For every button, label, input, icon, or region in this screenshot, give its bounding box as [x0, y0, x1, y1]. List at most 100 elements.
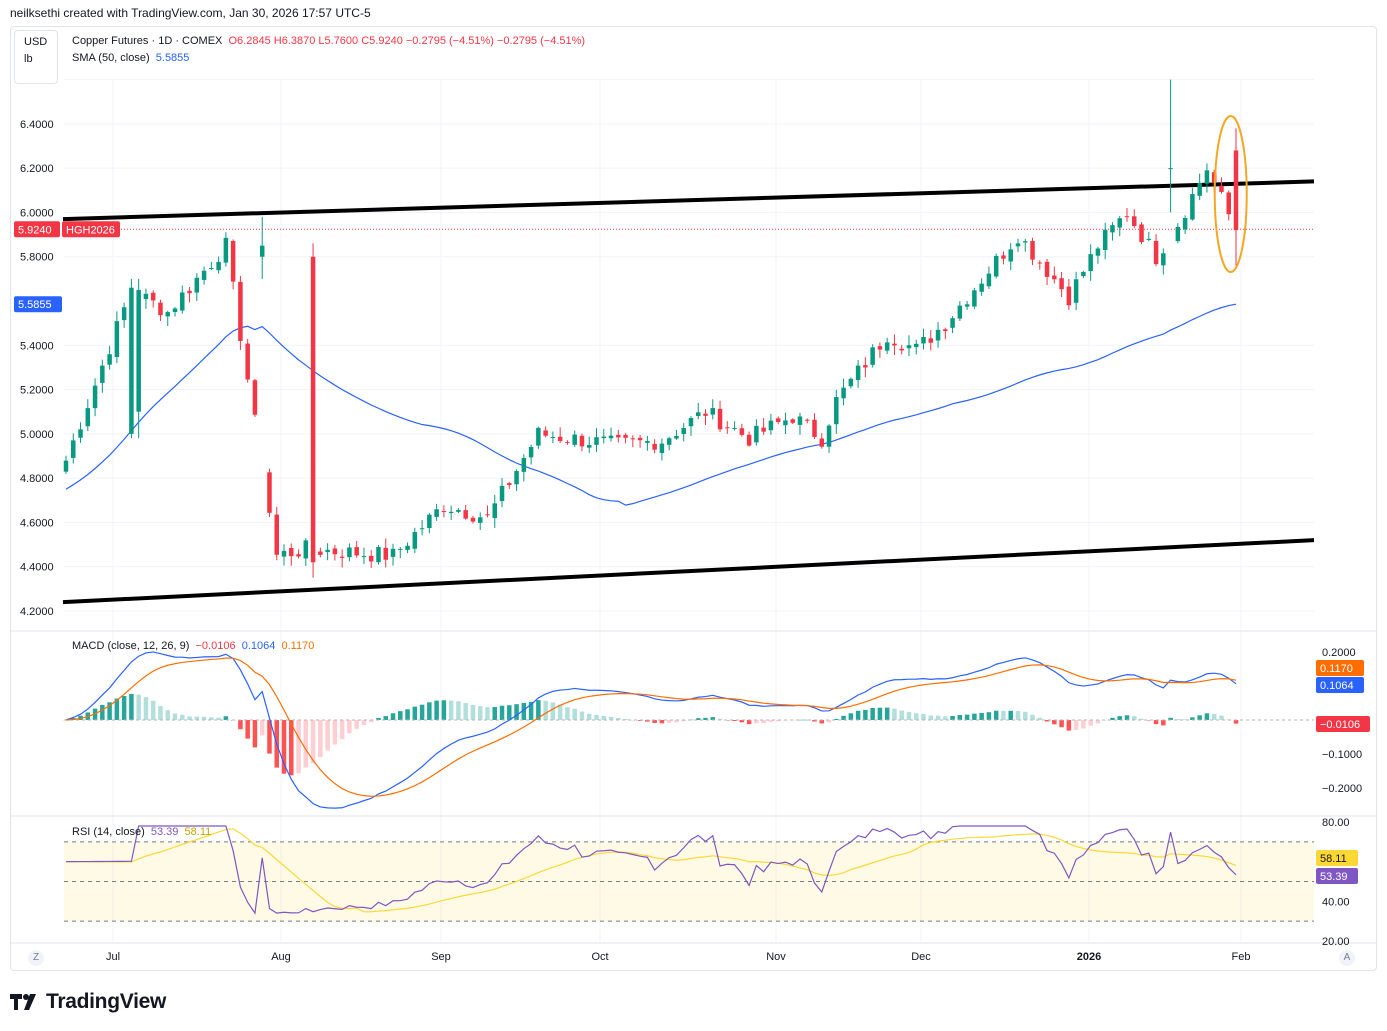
candle-body [826, 425, 832, 447]
macd-histogram-bar [470, 705, 476, 720]
candle-body [303, 540, 309, 559]
macd-histogram-bar [1161, 720, 1166, 726]
candle-body [165, 312, 170, 317]
macd-histogram-bar [1081, 720, 1086, 729]
candle-body [630, 438, 636, 440]
macd-signal-tag: 0.1170 [1320, 663, 1353, 675]
macd-histogram-bar [892, 708, 897, 720]
macd-hist-tag-bg [1316, 716, 1370, 732]
rsi-ma-tag-bg [1316, 850, 1358, 866]
candle-body [623, 434, 628, 438]
macd-histogram-bar [608, 716, 614, 720]
candle-body [928, 338, 934, 343]
macd-histogram-bar [405, 709, 410, 720]
macd-histogram-bar [565, 707, 570, 720]
macd-histogram-bar [601, 715, 607, 720]
macd-label[interactable]: MACD (close, 12, 26, 9) [72, 640, 190, 652]
macd-histogram-bar [136, 694, 141, 720]
macd-histogram-bar [855, 710, 861, 720]
macd-histogram-bar [1190, 717, 1195, 720]
macd-histogram-bar [1102, 720, 1108, 721]
macd-histogram-bar [1095, 720, 1101, 724]
macd-histogram-bar [419, 704, 425, 720]
macd-histogram-bar [616, 717, 621, 720]
candle-body [812, 419, 817, 437]
candle-body [318, 551, 323, 555]
macd-legend: MACD (close, 12, 26, 9) −0.0106 0.1064 0… [72, 640, 314, 652]
candle-body [209, 267, 214, 269]
macd-histogram-bar [964, 714, 970, 720]
rsi-legend: RSI (14, close) 53.39 58.11 [72, 826, 211, 838]
macd-histogram-bar [318, 720, 323, 758]
candle-body [899, 348, 904, 351]
macd-histogram-bar [826, 720, 832, 723]
candle-body [1073, 279, 1079, 303]
candle-body [1081, 271, 1086, 277]
macd-histogram-bar [194, 716, 200, 720]
price-tick-label: 5.8000 [20, 252, 54, 264]
macd-histogram-bar [1197, 715, 1202, 720]
zoom-button[interactable]: Z [28, 950, 44, 966]
candle-body [884, 342, 890, 351]
candle-body [921, 336, 926, 344]
candle-body [986, 273, 992, 287]
candle-body [579, 435, 585, 447]
candle-body [325, 549, 330, 553]
macd-histogram-bar [819, 720, 825, 724]
rsi-tag-bg [1316, 868, 1358, 884]
unit-selector[interactable]: USD lb [14, 30, 58, 84]
macd-histogram-bar [1233, 720, 1239, 724]
auto-scale-button[interactable]: A [1339, 950, 1355, 966]
macd-histogram-bar [877, 707, 883, 720]
main-legend: Copper Futures · 1D · COMEX O6.2845 H6.3… [72, 35, 585, 47]
highlight-ellipse [1213, 115, 1248, 273]
trendline-upper [62, 179, 1315, 222]
candle-body [201, 270, 207, 280]
candle-body [746, 434, 752, 446]
macd-histogram-bar [463, 703, 468, 720]
macd-histogram-bar [1124, 715, 1130, 720]
candle-body [703, 413, 708, 416]
candle-body [1146, 238, 1152, 240]
macd-histogram-bar [303, 720, 309, 768]
candle-body [361, 556, 367, 558]
macd-histogram-bar [972, 713, 977, 720]
candle-body [1015, 243, 1021, 247]
candle-body [775, 418, 781, 422]
rsi-label[interactable]: RSI (14, close) [72, 826, 145, 838]
macd-histogram-bar [368, 720, 374, 723]
currency-label[interactable]: USD [24, 36, 48, 48]
macd-histogram-bar [121, 696, 127, 720]
candle-body [85, 408, 91, 427]
unit-label[interactable]: lb [24, 53, 33, 65]
candle-body [492, 503, 498, 519]
candle-body [659, 443, 665, 453]
rsi-tick-label: 20.00 [1322, 936, 1350, 948]
macd-histogram-bar [979, 712, 984, 720]
sma-tag: 5.5855 [18, 299, 52, 311]
candle-body [797, 416, 803, 425]
sma-label[interactable]: SMA (50, close) [72, 52, 150, 64]
candle-body [180, 292, 185, 311]
candle-body [354, 547, 359, 556]
candle-body [943, 329, 948, 332]
candle-body [100, 365, 105, 383]
candle-body [143, 293, 149, 300]
macd-histogram-bar [361, 720, 367, 725]
candle-body [1226, 192, 1231, 215]
symbol-title[interactable]: Copper Futures · 1D · COMEX [72, 35, 223, 47]
chart-attribution: neilksethi created with TradingView.com,… [10, 6, 371, 20]
candle-body [274, 514, 279, 555]
candle-body [1197, 183, 1202, 196]
price-tags: 5.9240 HGH2026 5.5855 0.1170 0.1064 −0.0106 58… [14, 221, 1370, 884]
macd-line [65, 651, 1237, 809]
candle-body [499, 485, 505, 502]
macd-histogram-bar [841, 715, 846, 720]
candle-body [1023, 241, 1028, 243]
candle-body [1008, 249, 1013, 262]
candle-body [601, 436, 607, 439]
macd-histogram-bar [1219, 715, 1224, 720]
macd-histogram-bar [1168, 717, 1173, 720]
candle-body [732, 427, 737, 429]
